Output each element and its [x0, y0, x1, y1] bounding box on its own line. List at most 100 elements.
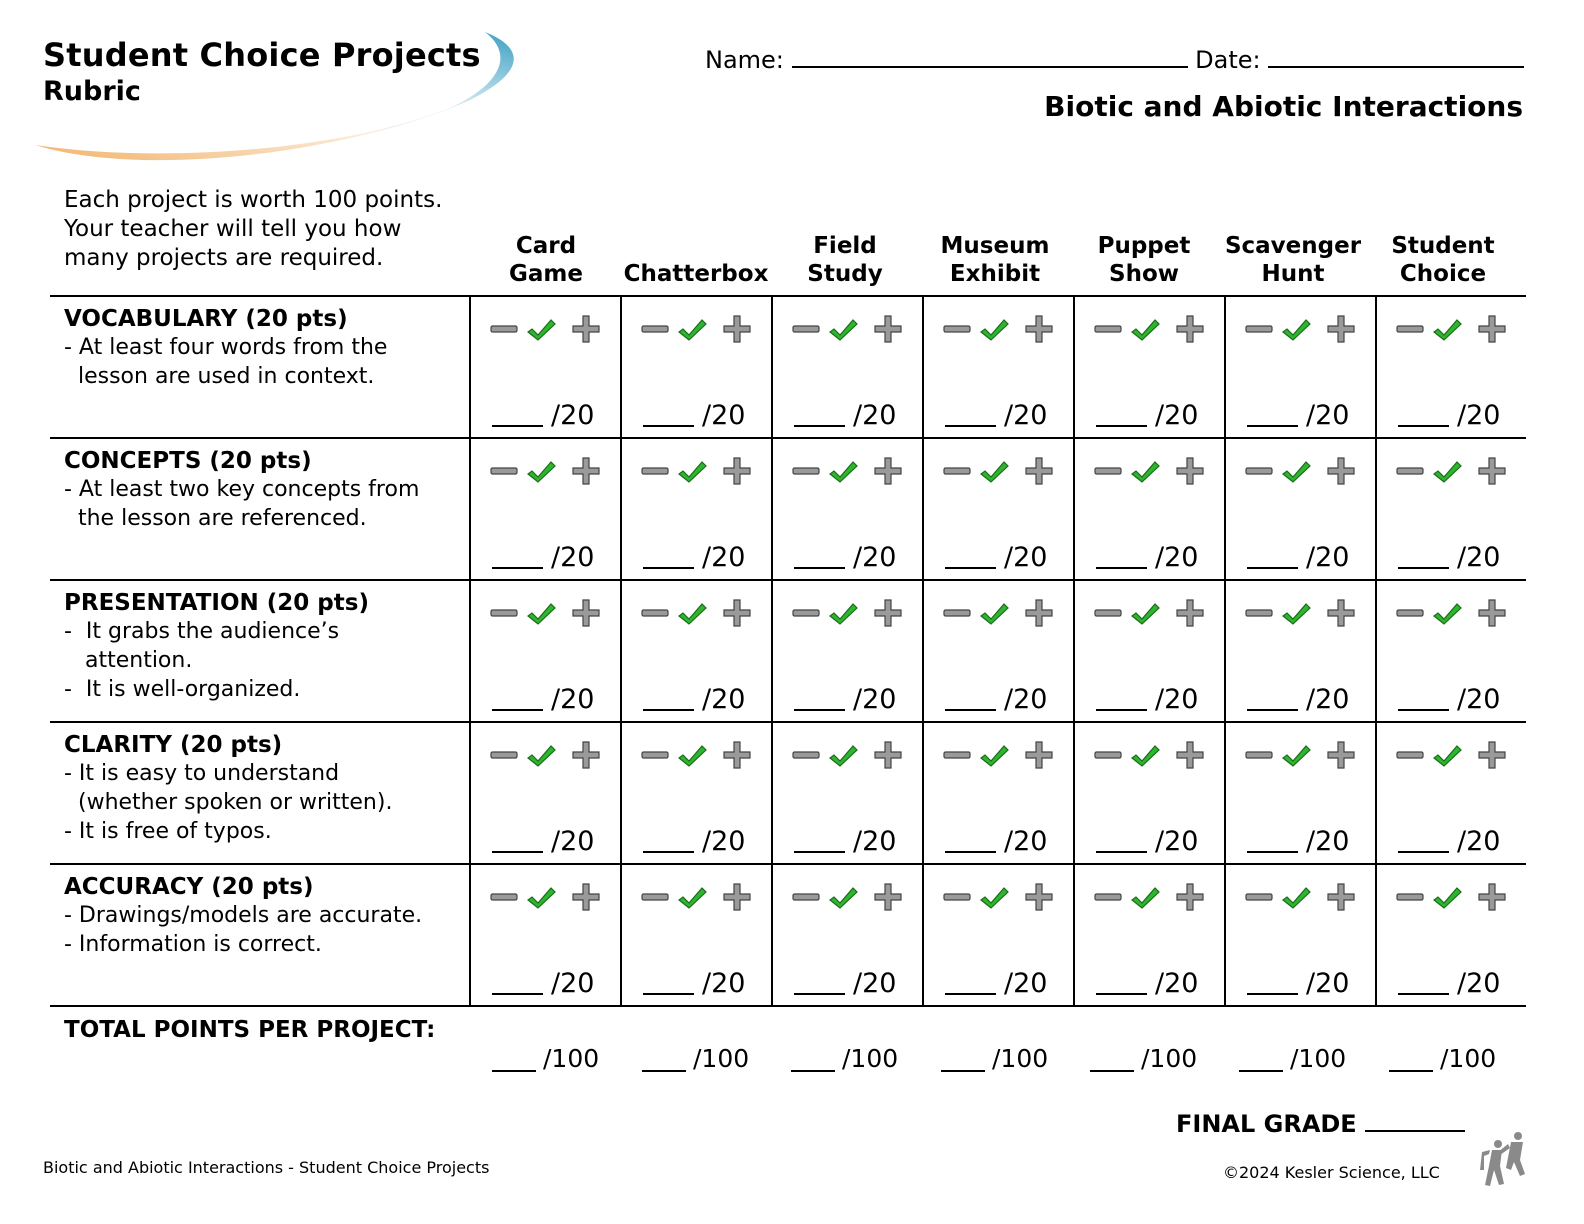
minus-icon[interactable] [943, 325, 971, 333]
minus-icon[interactable] [792, 609, 820, 617]
check-icon[interactable] [829, 603, 858, 625]
score-blank[interactable] [492, 971, 543, 995]
minus-icon[interactable] [641, 467, 669, 475]
plus-icon[interactable] [572, 741, 600, 769]
plus-icon[interactable] [723, 315, 751, 343]
plus-icon[interactable] [1176, 599, 1204, 627]
minus-icon[interactable] [1396, 751, 1424, 759]
minus-icon[interactable] [1094, 751, 1122, 759]
plus-icon[interactable] [1025, 883, 1053, 911]
check-icon[interactable] [1282, 319, 1311, 341]
plus-icon[interactable] [1478, 741, 1506, 769]
check-icon[interactable] [1282, 887, 1311, 909]
score-blank[interactable] [794, 971, 845, 995]
check-icon[interactable] [1282, 745, 1311, 767]
score-blank[interactable] [1096, 829, 1147, 853]
total-blank[interactable] [492, 1048, 536, 1072]
minus-icon[interactable] [1094, 609, 1122, 617]
score-blank[interactable] [643, 687, 694, 711]
plus-icon[interactable] [1478, 315, 1506, 343]
minus-icon[interactable] [943, 751, 971, 759]
plus-icon[interactable] [1025, 741, 1053, 769]
plus-icon[interactable] [1478, 883, 1506, 911]
plus-icon[interactable] [723, 457, 751, 485]
check-icon[interactable] [829, 461, 858, 483]
minus-icon[interactable] [792, 751, 820, 759]
total-blank[interactable] [941, 1048, 985, 1072]
minus-icon[interactable] [792, 893, 820, 901]
minus-icon[interactable] [490, 325, 518, 333]
plus-icon[interactable] [1176, 741, 1204, 769]
minus-icon[interactable] [641, 609, 669, 617]
check-icon[interactable] [980, 887, 1009, 909]
plus-icon[interactable] [723, 883, 751, 911]
date-field[interactable] [1268, 42, 1525, 68]
check-icon[interactable] [527, 461, 556, 483]
minus-icon[interactable] [490, 609, 518, 617]
plus-icon[interactable] [572, 883, 600, 911]
minus-icon[interactable] [1094, 467, 1122, 475]
check-icon[interactable] [980, 745, 1009, 767]
score-blank[interactable] [492, 403, 543, 427]
score-blank[interactable] [945, 829, 996, 853]
plus-icon[interactable] [1176, 457, 1204, 485]
minus-icon[interactable] [641, 751, 669, 759]
total-blank[interactable] [642, 1048, 686, 1072]
plus-icon[interactable] [874, 883, 902, 911]
score-blank[interactable] [1398, 829, 1449, 853]
score-blank[interactable] [1247, 971, 1298, 995]
minus-icon[interactable] [1245, 609, 1273, 617]
plus-icon[interactable] [1327, 315, 1355, 343]
check-icon[interactable] [527, 319, 556, 341]
plus-icon[interactable] [572, 315, 600, 343]
check-icon[interactable] [678, 461, 707, 483]
check-icon[interactable] [678, 603, 707, 625]
score-blank[interactable] [643, 971, 694, 995]
check-icon[interactable] [527, 745, 556, 767]
plus-icon[interactable] [1025, 599, 1053, 627]
score-blank[interactable] [1398, 971, 1449, 995]
plus-icon[interactable] [1327, 883, 1355, 911]
plus-icon[interactable] [723, 599, 751, 627]
total-blank[interactable] [1239, 1048, 1283, 1072]
check-icon[interactable] [980, 603, 1009, 625]
plus-icon[interactable] [1176, 315, 1204, 343]
plus-icon[interactable] [1025, 315, 1053, 343]
score-blank[interactable] [794, 829, 845, 853]
minus-icon[interactable] [641, 325, 669, 333]
check-icon[interactable] [1131, 603, 1160, 625]
score-blank[interactable] [643, 545, 694, 569]
plus-icon[interactable] [572, 457, 600, 485]
plus-icon[interactable] [1478, 599, 1506, 627]
check-icon[interactable] [980, 319, 1009, 341]
minus-icon[interactable] [641, 893, 669, 901]
score-blank[interactable] [1247, 545, 1298, 569]
check-icon[interactable] [1282, 461, 1311, 483]
final-grade-field[interactable] [1365, 1108, 1466, 1132]
minus-icon[interactable] [490, 893, 518, 901]
minus-icon[interactable] [1094, 325, 1122, 333]
score-blank[interactable] [1096, 403, 1147, 427]
check-icon[interactable] [1433, 319, 1462, 341]
score-blank[interactable] [945, 545, 996, 569]
check-icon[interactable] [1131, 887, 1160, 909]
check-icon[interactable] [678, 745, 707, 767]
minus-icon[interactable] [1396, 609, 1424, 617]
minus-icon[interactable] [943, 467, 971, 475]
check-icon[interactable] [829, 319, 858, 341]
name-field[interactable] [791, 42, 1188, 68]
check-icon[interactable] [1131, 461, 1160, 483]
minus-icon[interactable] [1396, 467, 1424, 475]
plus-icon[interactable] [1176, 883, 1204, 911]
score-blank[interactable] [492, 545, 543, 569]
score-blank[interactable] [492, 829, 543, 853]
plus-icon[interactable] [572, 599, 600, 627]
check-icon[interactable] [980, 461, 1009, 483]
score-blank[interactable] [1398, 545, 1449, 569]
score-blank[interactable] [1096, 545, 1147, 569]
score-blank[interactable] [1398, 687, 1449, 711]
score-blank[interactable] [794, 403, 845, 427]
score-blank[interactable] [794, 545, 845, 569]
score-blank[interactable] [643, 403, 694, 427]
plus-icon[interactable] [874, 741, 902, 769]
